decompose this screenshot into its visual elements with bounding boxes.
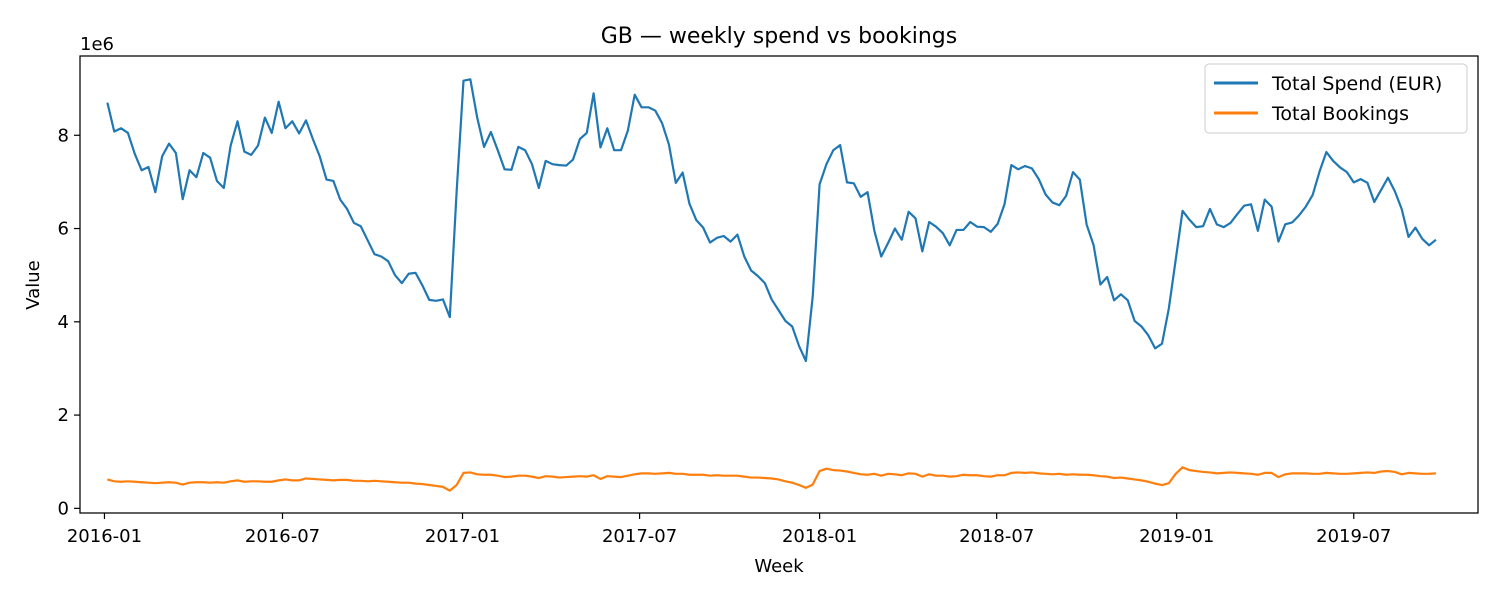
legend: Total Spend (EUR) Total Bookings (1204, 63, 1468, 134)
series-layer (106, 78, 1437, 492)
y-axis-ticks: 0 2 4 6 8 (58, 125, 80, 519)
y-axis-label: Value (23, 260, 44, 309)
x-axis-label: Week (754, 556, 804, 577)
x-tick-label: 2017-01 (425, 526, 500, 547)
x-tick-label: 2016-01 (67, 526, 142, 547)
x-tick-label: 2019-01 (1139, 526, 1214, 547)
x-tick-label: 2018-01 (782, 526, 857, 547)
y-tick-label: 2 (58, 405, 69, 426)
legend-box (1204, 63, 1468, 134)
plot-frame (79, 55, 1479, 514)
series-line-total-spend-eur (106, 78, 1437, 363)
x-axis-ticks: 2016-01 2016-07 2017-01 2017-07 2018-01 2018-… (67, 513, 1391, 547)
x-tick-label: 2018-07 (959, 526, 1034, 547)
y-axis-offset-label: 1e6 (80, 34, 114, 55)
x-tick-label: 2017-07 (602, 526, 677, 547)
x-tick-label: 2019-07 (1316, 526, 1391, 547)
y-tick-label: 6 (58, 219, 69, 240)
chart-title: GB — weekly spend vs bookings (601, 24, 958, 49)
legend-label-total-spend: Total Spend (EUR) (1271, 73, 1442, 95)
y-tick-label: 4 (58, 312, 69, 333)
series-line-total-bookings (107, 466, 1437, 492)
y-tick-label: 0 (58, 498, 69, 519)
x-tick-label: 2016-07 (245, 526, 320, 547)
y-tick-label: 8 (58, 125, 69, 146)
legend-label-total-bookings: Total Bookings (1271, 103, 1409, 125)
